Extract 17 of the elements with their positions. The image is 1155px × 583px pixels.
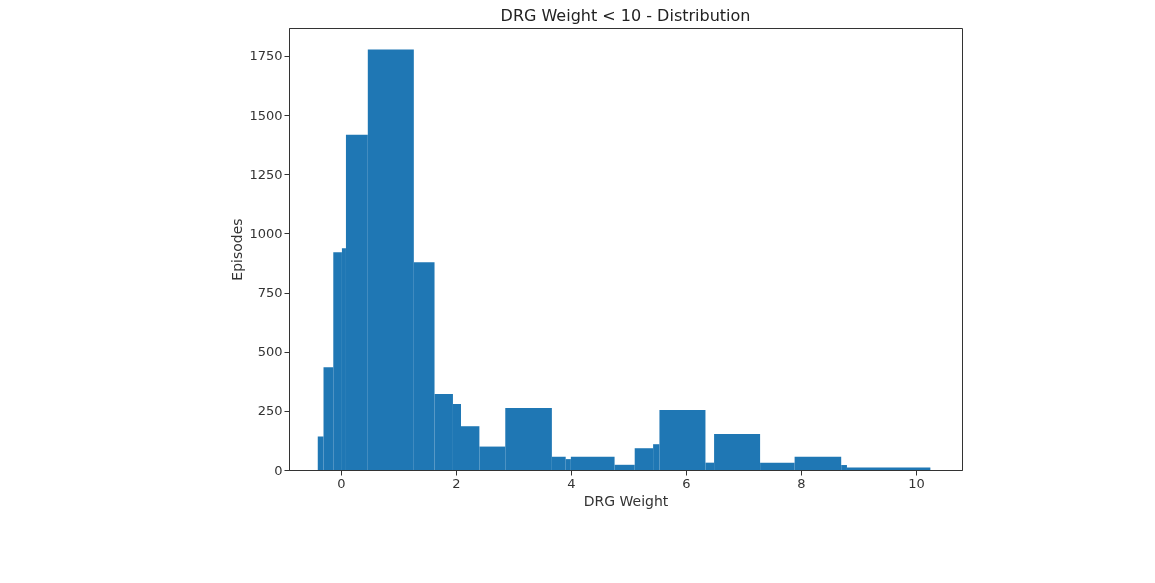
- y-axis-title: Episodes: [229, 218, 246, 281]
- y-tick-label: 250: [257, 403, 283, 419]
- y-tick-label: 1000: [249, 225, 283, 241]
- x-axis-title: DRG Weight: [583, 492, 669, 509]
- y-tick-label: 0: [274, 462, 283, 478]
- chart-title: DRG Weight < 10 - Distribution: [500, 6, 751, 25]
- x-tick-label: 4: [567, 475, 576, 491]
- y-tick-label: 500: [257, 344, 283, 360]
- x-tick-label: 2: [452, 475, 461, 491]
- x-tick-label: 6: [682, 475, 691, 491]
- y-tick-label: 1250: [249, 166, 283, 182]
- x-tick-label: 10: [908, 475, 925, 491]
- x-tick-label: 0: [337, 475, 346, 491]
- y-tick-label: 1500: [249, 107, 283, 123]
- y-tick-label: 1750: [249, 48, 283, 64]
- x-tick-label: 8: [797, 475, 806, 491]
- y-tick-label: 750: [257, 285, 283, 301]
